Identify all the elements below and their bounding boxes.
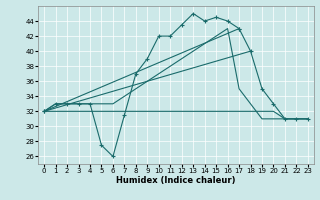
X-axis label: Humidex (Indice chaleur): Humidex (Indice chaleur) [116, 176, 236, 185]
